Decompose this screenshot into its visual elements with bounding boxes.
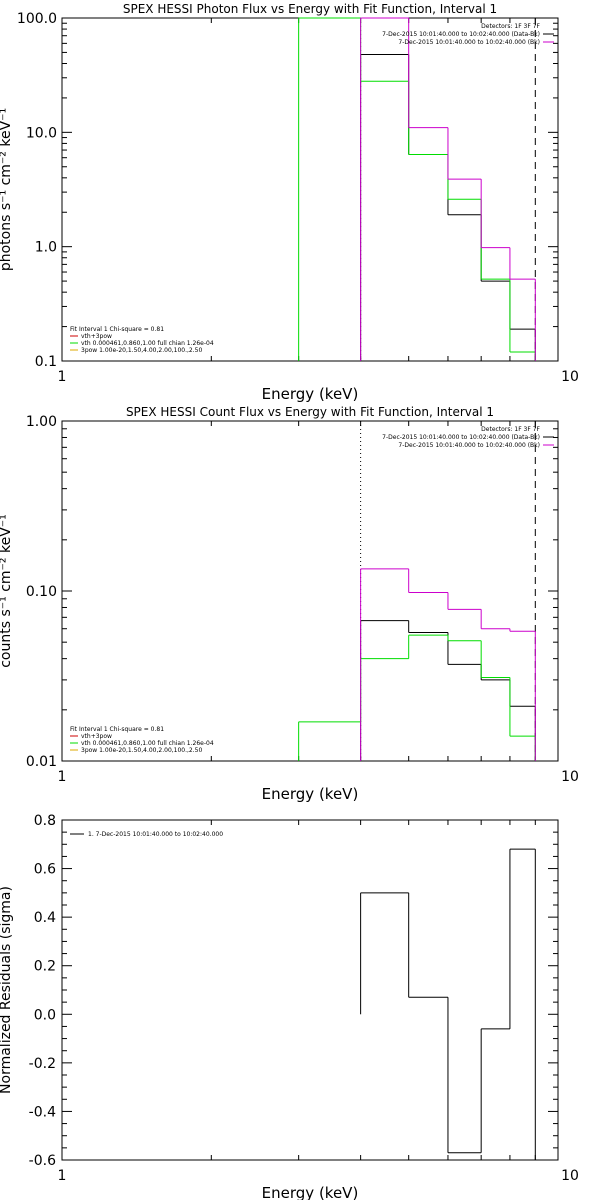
series-1	[360, 848, 536, 1160]
chart-panel-1: SPEX HESSI Photon Flux vs Energy with Fi…	[0, 2, 579, 403]
y-tick-label: 0.1	[35, 354, 57, 370]
series-3	[360, 17, 536, 361]
x-tick-label: 1	[58, 769, 67, 785]
x-axis-label: Energy (keV)	[262, 1184, 359, 1200]
legend-text: 3pow 1.00e-20,1.50,4.00,2.00,100.,2.50	[81, 347, 202, 354]
series-3	[360, 568, 536, 761]
plot-frame	[61, 819, 559, 1161]
x-tick-label: 10	[561, 369, 579, 385]
info-text: Detectors: 1F 3F 7F	[481, 23, 540, 30]
x-axis-label: Energy (keV)	[262, 385, 359, 403]
y-tick-label: 1.00	[26, 414, 57, 430]
x-tick-label: 10	[561, 769, 579, 785]
info-text: 7-Dec-2015 10:01:40.000 to 10:02:40.000 …	[398, 442, 540, 449]
legend-text: Fit Interval 1 Chi-square = 0.81	[70, 326, 164, 333]
y-tick-label: 0.4	[34, 910, 56, 926]
y-tick-label: 0.8	[34, 813, 56, 829]
x-tick-label: 1	[58, 369, 67, 385]
legend-text: vth 0.000461,0.860,1.00 full chian 1.26e…	[81, 340, 214, 347]
y-axis-label: Normalized Residuals (sigma)	[0, 886, 14, 1094]
y-tick-label: -0.6	[29, 1153, 56, 1169]
legend-text: vth+3pow	[81, 733, 112, 740]
series-1	[360, 53, 536, 361]
legend-text: Fit Interval 1 Chi-square = 0.81	[70, 726, 164, 733]
y-tick-label: -0.2	[29, 1056, 56, 1072]
y-tick-label: 0.01	[26, 754, 57, 770]
x-tick-label: 1	[58, 1168, 67, 1184]
y-tick-label: 100.0	[17, 11, 57, 27]
legend-text: vth 0.000461,0.860,1.00 full chian 1.26e…	[81, 740, 214, 747]
legend-text: 3pow 1.00e-20,1.50,4.00,2.00,100.,2.50	[81, 747, 202, 754]
y-tick-label: 0.10	[26, 584, 57, 600]
y-tick-label: 10.0	[26, 125, 57, 141]
y-tick-label: 0.2	[34, 959, 56, 975]
chart-title: SPEX HESSI Photon Flux vs Energy with Fi…	[123, 2, 497, 16]
plot-frame	[61, 420, 559, 762]
info-text: 7-Dec-2015 10:01:40.000 to 10:02:40.000 …	[382, 31, 540, 38]
y-tick-label: 0.6	[34, 862, 56, 878]
series-1	[360, 620, 536, 761]
y-tick-label: -0.4	[29, 1104, 56, 1120]
info-text: 7-Dec-2015 10:01:40.000 to 10:02:40.000 …	[398, 39, 540, 46]
legend-text: vth+3pow	[81, 333, 112, 340]
x-tick-label: 10	[561, 1168, 579, 1184]
info-text: 7-Dec-2015 10:01:40.000 to 10:02:40.000 …	[382, 434, 540, 441]
legend-text: 1. 7-Dec-2015 10:01:40.000 to 10:02:40.0…	[88, 831, 223, 838]
series-2	[298, 634, 536, 761]
chart-panel-3: 1 10 Energy (keV) -0.6 -0.4 -0.2 0.0 0.2 0.4 0.6 0…	[0, 813, 579, 1200]
chart-panel-2: SPEX HESSI Count Flux vs Energy with Fit…	[0, 405, 579, 803]
y-tick-label: 0.0	[34, 1007, 56, 1023]
series-2	[298, 17, 536, 361]
chart-title: SPEX HESSI Count Flux vs Energy with Fit…	[126, 405, 494, 419]
x-axis-label: Energy (keV)	[262, 785, 359, 803]
y-tick-label: 1.0	[35, 240, 57, 256]
y-axis-label: counts s⁻¹ cm⁻² keV⁻¹	[0, 514, 14, 668]
y-axis-label: photons s⁻¹ cm⁻² keV⁻¹	[0, 108, 14, 271]
plot-frame	[61, 17, 559, 362]
info-text: Detectors: 1F 3F 7F	[481, 426, 540, 433]
